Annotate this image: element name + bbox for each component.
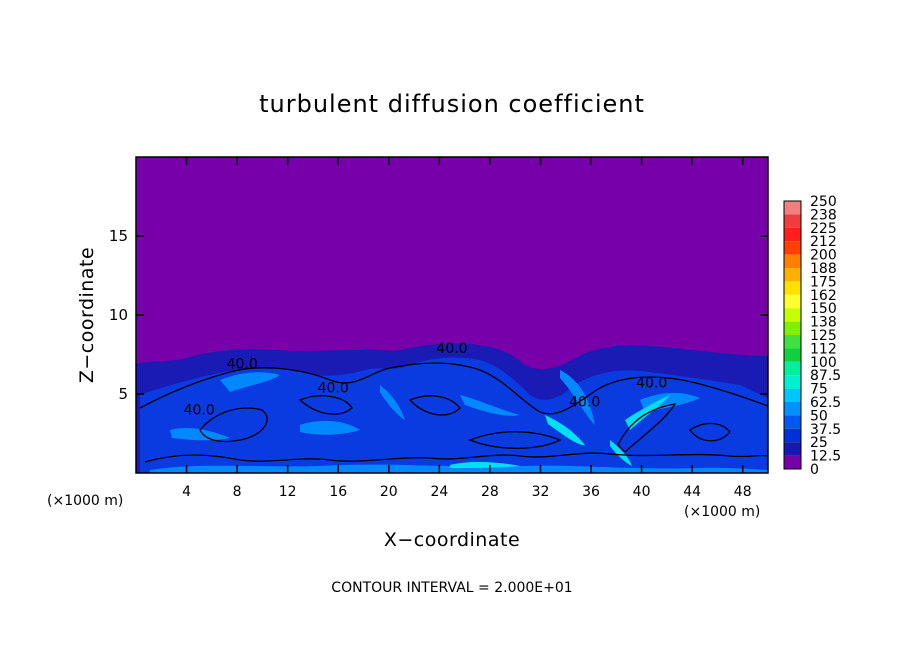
colorbar-swatch bbox=[784, 388, 801, 402]
colorbar-label: 175 bbox=[810, 274, 837, 290]
colorbar-label: 238 bbox=[810, 207, 837, 223]
contour-label: 40.0 bbox=[227, 357, 258, 373]
turbulence-field bbox=[136, 343, 768, 473]
colorbar-label: 0 bbox=[810, 462, 819, 478]
colorbar-label: 25 bbox=[810, 435, 828, 451]
colorbar-swatch bbox=[784, 361, 801, 376]
x-tick-label: 24 bbox=[430, 484, 448, 500]
x-tick-label: 4 bbox=[182, 484, 191, 500]
contour-label: 40.0 bbox=[436, 341, 467, 357]
x-axis-title: X−coordinate bbox=[384, 529, 520, 551]
colorbar-label: 162 bbox=[810, 288, 837, 304]
y-tick-label: 15 bbox=[109, 227, 128, 245]
contour-label: 40.0 bbox=[184, 403, 215, 419]
colorbar-label: 138 bbox=[810, 315, 837, 331]
y-axis-title: Z−coordinate bbox=[76, 247, 98, 383]
colorbar-swatch bbox=[784, 201, 801, 215]
colorbar-swatch bbox=[784, 241, 801, 255]
colorbar-swatch bbox=[784, 348, 801, 362]
colorbar-swatch bbox=[784, 281, 801, 295]
colorbar-swatch bbox=[784, 375, 801, 389]
colorbar-label: 87.5 bbox=[810, 368, 841, 384]
colorbar-swatch bbox=[784, 227, 801, 242]
contour-label: 40.0 bbox=[318, 380, 349, 396]
colorbar-swatch bbox=[784, 455, 801, 469]
x-tick-label: 32 bbox=[532, 484, 550, 500]
colorbar-label: 100 bbox=[810, 355, 837, 371]
colorbar-label: 188 bbox=[810, 261, 837, 277]
plot-area: 40.0 40.0 40.0 40.0 40.0 40.0 bbox=[135, 156, 769, 474]
colorbar-swatch bbox=[784, 294, 801, 309]
y-tick-label: 5 bbox=[118, 385, 128, 403]
colorbar-label: 37.5 bbox=[810, 422, 841, 438]
colorbar-swatch bbox=[784, 268, 801, 282]
colorbar-label: 150 bbox=[810, 301, 837, 317]
contour-label-layer: 40.0 40.0 40.0 40.0 40.0 40.0 bbox=[184, 341, 668, 419]
colorbar-label: 250 bbox=[810, 194, 837, 210]
colorbar-label: 200 bbox=[810, 248, 837, 264]
x-tick-label: 12 bbox=[279, 484, 297, 500]
colorbar-swatch bbox=[784, 321, 801, 335]
colorbar-label: 125 bbox=[810, 328, 837, 344]
x-tick-label: 28 bbox=[481, 484, 499, 500]
contour-interval-note: CONTOUR INTERVAL = 2.000E+01 bbox=[331, 580, 572, 596]
colorbar-swatch bbox=[784, 415, 801, 429]
colorbar: 2502382252122001881751621501381251121008… bbox=[783, 194, 841, 478]
colorbar-label: 50 bbox=[810, 408, 828, 424]
colorbar-label: 225 bbox=[810, 221, 837, 237]
y-axis: 5 10 15 bbox=[109, 227, 768, 403]
colorbar-frame bbox=[783, 200, 802, 470]
y-tick-label: 10 bbox=[109, 306, 128, 324]
x-tick-label: 20 bbox=[380, 484, 398, 500]
x-tick-label: 40 bbox=[633, 484, 651, 500]
x-tick-label: 8 bbox=[233, 484, 242, 500]
colorbar-swatch bbox=[784, 428, 801, 443]
colorbar-swatch bbox=[784, 402, 801, 416]
colorbar-swatch bbox=[784, 442, 801, 456]
colorbar-swatch bbox=[784, 254, 801, 268]
x-tick-label: 36 bbox=[582, 484, 600, 500]
contour-label: 40.0 bbox=[569, 395, 600, 411]
colorbar-swatch bbox=[784, 214, 801, 228]
colorbar-label: 112 bbox=[810, 341, 837, 357]
chart-title: turbulent diffusion coefficient bbox=[259, 90, 645, 118]
colorbar-swatch bbox=[784, 308, 801, 322]
colorbar-label: 12.5 bbox=[810, 449, 841, 465]
colorbar-swatch bbox=[784, 335, 801, 349]
contour-label: 40.0 bbox=[636, 376, 667, 392]
x-tick-label: 44 bbox=[683, 484, 701, 500]
x-axis-unit-right: (×1000 m) bbox=[684, 504, 760, 520]
colorbar-label: 212 bbox=[810, 234, 837, 250]
x-axis-unit-left: (×1000 m) bbox=[47, 493, 123, 509]
strong-streaks bbox=[150, 370, 768, 473]
x-tick-label: 16 bbox=[329, 484, 347, 500]
x-axis: 4 8 12 16 20 24 28 32 36 40 44 48 bbox=[182, 157, 752, 500]
colorbar-label: 62.5 bbox=[810, 395, 841, 411]
colorbar-label: 75 bbox=[810, 382, 828, 398]
x-tick-label: 48 bbox=[734, 484, 752, 500]
contour-lines bbox=[139, 362, 768, 463]
